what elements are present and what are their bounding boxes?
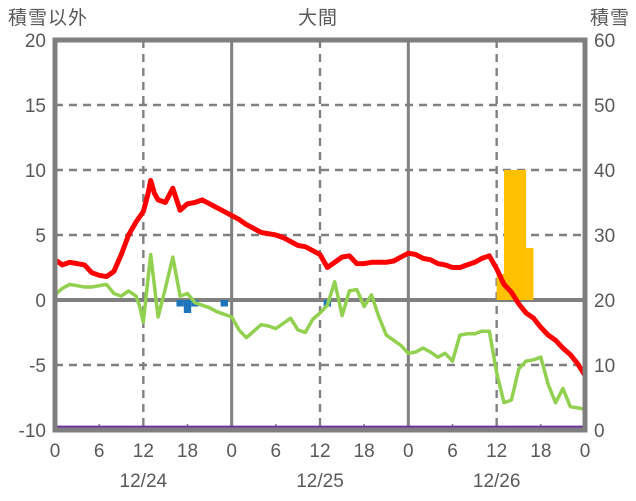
- plot-frame: [52, 37, 588, 433]
- left-axis-tick-label: -10: [19, 421, 46, 442]
- x-axis-hour-label: 6: [447, 441, 458, 462]
- left-axis-title: 積雪以外: [8, 8, 89, 29]
- x-axis-hour-label: 18: [530, 441, 551, 462]
- x-axis-date-label: 12/26: [473, 471, 521, 492]
- right-axis-tick-label: 40: [594, 161, 615, 182]
- right-axis-tick-label: 50: [594, 96, 615, 117]
- left-axis-tick-label: 15: [25, 96, 46, 117]
- x-axis-hour-label: 18: [354, 441, 375, 462]
- left-axis-tick-label: 0: [35, 291, 46, 312]
- blue-bars: [220, 300, 228, 307]
- x-axis-hour-label: 6: [94, 441, 105, 462]
- orange-bars: [496, 274, 505, 300]
- blue-bars: [176, 300, 184, 307]
- right-axis-title: 積雪: [589, 8, 630, 29]
- orange-bars: [526, 248, 534, 300]
- left-axis-tick-label: 5: [35, 226, 46, 247]
- x-axis-hour-label: 0: [580, 441, 591, 462]
- right-axis-tick-label: 0: [594, 421, 605, 442]
- right-axis-tick-label: 30: [594, 226, 615, 247]
- left-axis-tick-label: 10: [25, 161, 46, 182]
- green-line: [53, 252, 587, 411]
- x-axis-hour-label: 12: [133, 441, 154, 462]
- chart-title: 大間: [297, 8, 339, 29]
- orange-bars: [504, 170, 527, 300]
- right-axis-tick-label: 60: [594, 31, 615, 52]
- left-axis-tick-label: 20: [25, 31, 46, 52]
- right-axis-tick-label: 20: [594, 291, 615, 312]
- x-axis-hour-label: 0: [50, 441, 61, 462]
- x-axis-date-label: 12/25: [296, 471, 344, 492]
- x-axis-hour-label: 12: [486, 441, 507, 462]
- x-axis-hour-label: 0: [403, 441, 414, 462]
- x-axis-date-label: 12/24: [120, 471, 168, 492]
- x-axis-hour-label: 18: [177, 441, 198, 462]
- x-axis-hour-label: 12: [309, 441, 330, 462]
- right-axis-tick-label: 10: [594, 356, 615, 377]
- left-axis-tick-label: -5: [29, 356, 46, 377]
- x-axis-hour-label: 0: [226, 441, 237, 462]
- x-axis-hour-label: 6: [271, 441, 282, 462]
- red-line: [52, 177, 588, 378]
- blue-bars: [183, 300, 192, 313]
